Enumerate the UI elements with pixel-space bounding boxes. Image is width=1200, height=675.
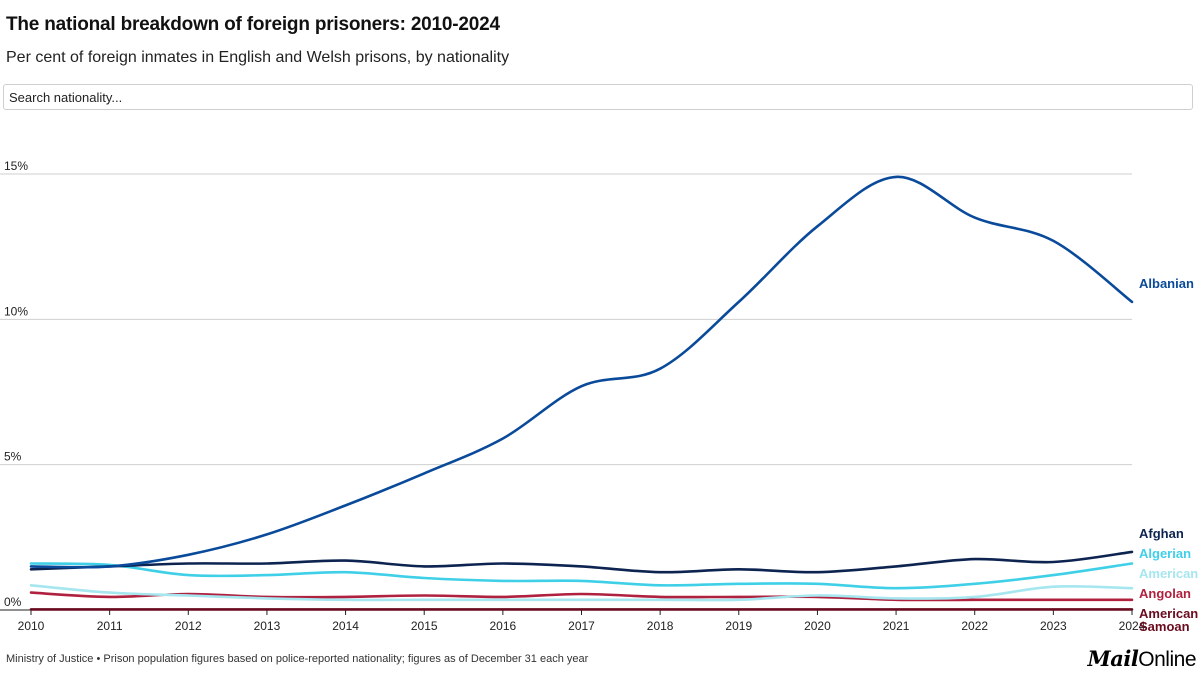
x-tick-label: 2014 <box>332 619 359 633</box>
x-tick-label: 2017 <box>568 619 595 633</box>
source-note: Ministry of Justice • Prison population … <box>6 653 589 665</box>
x-tick-label: 2015 <box>411 619 438 633</box>
x-tick-label: 2019 <box>725 619 752 633</box>
series-line-american[interactable] <box>29 584 1134 602</box>
chart-title: The national breakdown of foreign prison… <box>6 14 500 35</box>
x-tick-label: 2021 <box>883 619 910 633</box>
series-line-albanian[interactable] <box>29 175 1134 569</box>
x-tick-label: 2018 <box>647 619 674 633</box>
y-tick-label: 5% <box>4 450 22 464</box>
x-tick-label: 2020 <box>804 619 831 633</box>
x-tick-label: 2013 <box>254 619 281 633</box>
series-lines <box>29 175 1134 611</box>
logo-online: Online <box>1138 648 1196 671</box>
gridlines <box>0 173 1132 611</box>
x-tick-label: 2012 <box>175 619 202 633</box>
x-tick-label: 2022 <box>961 619 988 633</box>
line-chart: 2010 2011 2012 2013 2014 2015 2016 2017 2018 2019… <box>0 159 1198 634</box>
series-label-algerian: Algerian <box>1139 546 1191 561</box>
x-axis: 2010 2011 2012 2013 2014 2015 2016 2017 2018 2019… <box>18 610 1146 633</box>
chart-subtitle: Per cent of foreign inmates in English a… <box>6 49 510 66</box>
series-label-american-samoan: Samoan <box>1139 619 1190 634</box>
series-label-albanian: Albanian <box>1139 276 1194 291</box>
series-line-afghan[interactable] <box>29 550 1134 574</box>
series-label-american: American <box>1139 566 1198 581</box>
logo-mail: Mail <box>1087 646 1139 671</box>
x-tick-label: 2023 <box>1040 619 1067 633</box>
search-nationality-input[interactable] <box>3 84 1193 110</box>
x-tick-label: 2024 <box>1119 619 1146 633</box>
series-label-angolan: Angolan <box>1139 586 1191 601</box>
series-line-algerian[interactable] <box>29 562 1134 590</box>
y-tick-label: 10% <box>4 304 28 318</box>
y-tick-label: 0% <box>4 595 22 609</box>
y-tick-label: 15% <box>4 159 28 173</box>
x-tick-label: 2010 <box>18 619 45 633</box>
x-tick-label: 2016 <box>490 619 517 633</box>
series-line-angolan[interactable] <box>29 591 1134 602</box>
series-label-american-samoan: American <box>1139 606 1198 621</box>
y-axis-labels: 0% 5% 10% 15% <box>4 159 28 609</box>
x-tick-label: 2011 <box>97 619 123 633</box>
series-label-afghan: Afghan <box>1139 526 1184 541</box>
mailonline-logo[interactable]: MailOnline <box>1087 646 1196 672</box>
series-labels: Albanian Afghan Algerian American Angolan Ame… <box>1139 276 1198 634</box>
